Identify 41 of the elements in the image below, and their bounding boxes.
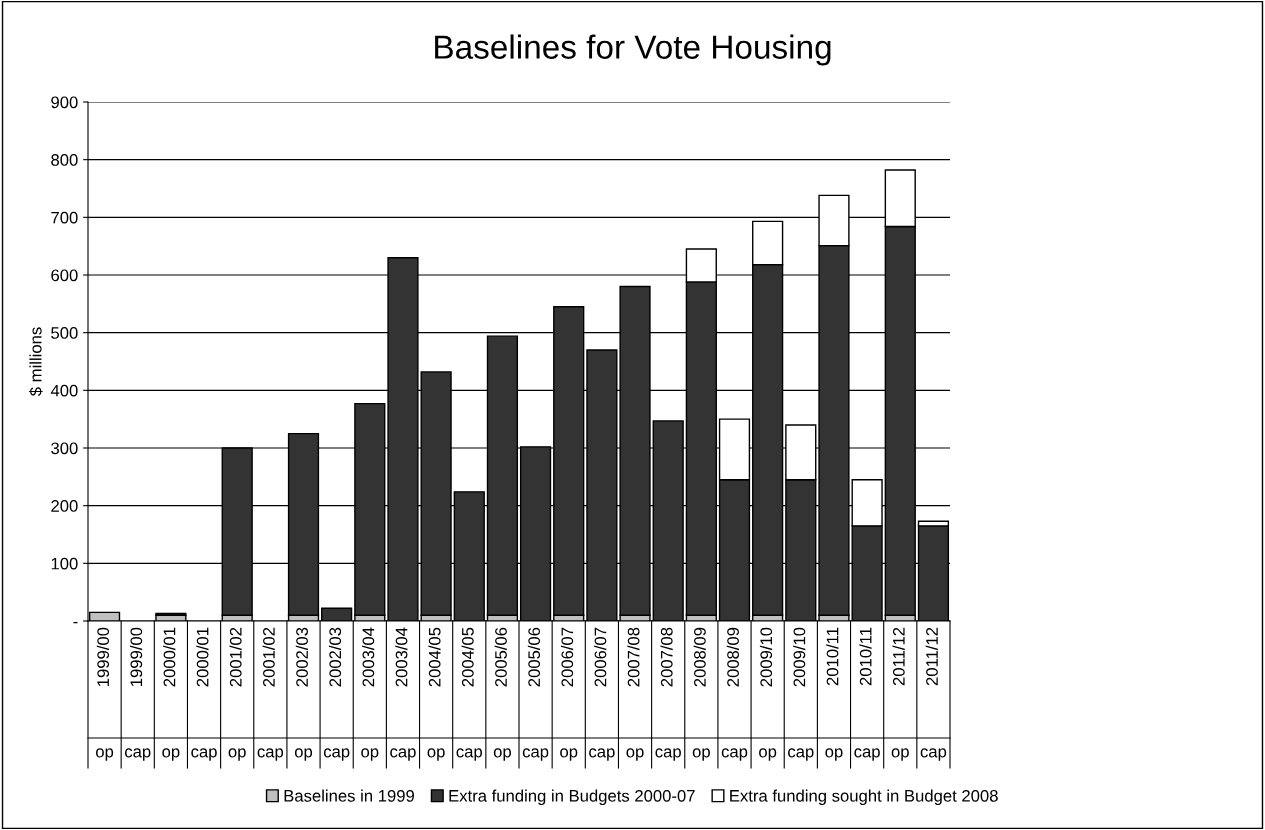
y-tick-label: - xyxy=(73,621,78,624)
y-tick-label: 600 xyxy=(51,269,78,282)
category-label: 2002/03 cap xyxy=(323,627,350,761)
category-label: 2011/12 op xyxy=(891,627,909,761)
category-label: 2004/05 cap xyxy=(456,627,483,761)
category-label: 1999/00 cap xyxy=(125,627,151,761)
category-label: 2010/11 op xyxy=(825,627,843,761)
category-label: 2007/08 op xyxy=(626,627,644,761)
y-tick-label: 100 xyxy=(51,557,78,570)
category-label: 2006/07 cap xyxy=(589,627,615,761)
category-label: 2005/06 cap xyxy=(522,627,549,761)
legend-label: Baselines in 1999 xyxy=(284,789,414,802)
category-label: 2002/03 op xyxy=(294,627,313,761)
y-tick-label: 700 xyxy=(51,211,78,224)
y-tick-label: 800 xyxy=(51,154,78,166)
category-label: 2010/11 cap xyxy=(854,627,880,761)
category-label: 2001/02 cap xyxy=(257,627,284,761)
category-label: 2001/02 op xyxy=(228,627,246,761)
category-label: 2008/09 op xyxy=(692,627,710,761)
category-label: 2011/12 cap xyxy=(920,627,947,761)
y-axis-title: $ millions xyxy=(29,327,43,397)
category-label: 1999/00 op xyxy=(96,627,114,761)
category-label: 2009/10 cap xyxy=(788,627,814,761)
category-label: 2003/04 op xyxy=(361,627,379,761)
y-tick-label: 900 xyxy=(51,96,78,109)
category-label: 2006/07 op xyxy=(560,627,578,761)
category-label: 2005/06 op xyxy=(493,627,511,761)
y-tick-label: 400 xyxy=(50,384,78,397)
category-label: 2009/10 op xyxy=(759,627,777,761)
category-label: 2008/09 cap xyxy=(721,627,748,761)
y-tick-label: 200 xyxy=(51,500,78,512)
category-label: 2004/05 op xyxy=(427,627,445,761)
category-label: 2007/08 cap xyxy=(655,627,681,761)
chart-title: Baselines for Vote Housing xyxy=(435,34,831,66)
y-tick-label: 500 xyxy=(51,327,78,339)
category-label: 2003/04 cap xyxy=(390,627,416,761)
category-label: 2000/01 op xyxy=(162,627,180,761)
y-tick-label: 300 xyxy=(51,442,78,455)
category-label: 2000/01 cap xyxy=(191,627,217,761)
legend-label: Extra funding sought in Budget 2008 xyxy=(730,789,998,806)
legend-label: Extra funding in Budgets 2000-07 xyxy=(449,789,695,806)
